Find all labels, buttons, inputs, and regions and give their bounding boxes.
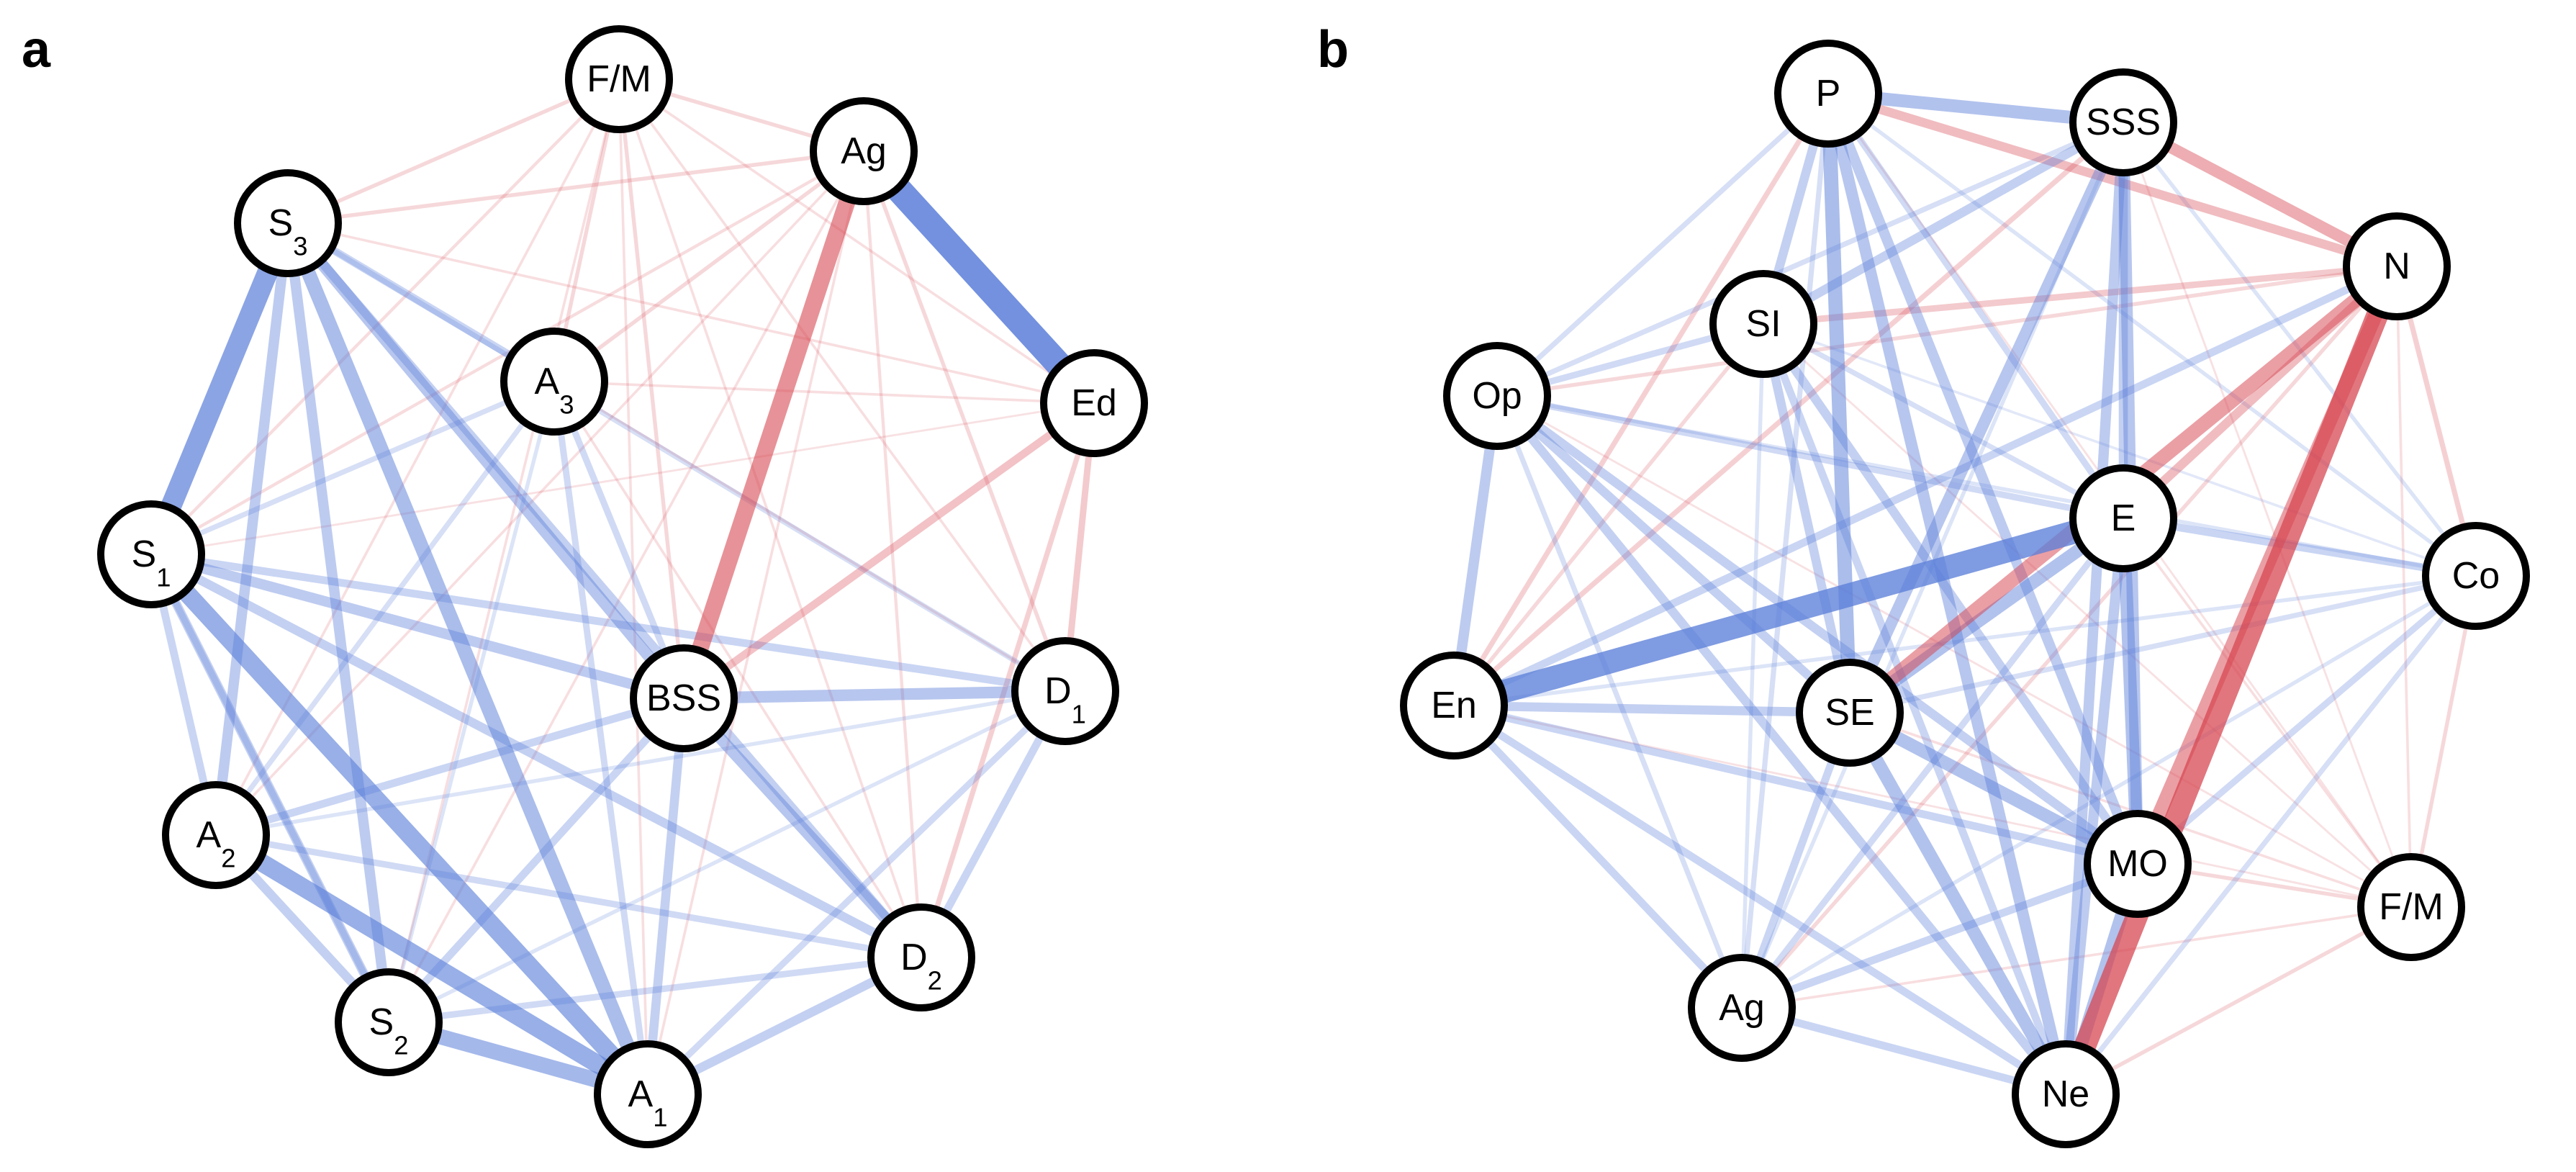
node-Ag: Ag: [1691, 957, 1792, 1058]
node-label: P: [1816, 73, 1841, 114]
node-A3: A3: [504, 331, 605, 432]
edge: [864, 151, 1065, 691]
edge: [1497, 396, 2123, 518]
node-MO: MO: [2087, 813, 2188, 914]
node-label: Ed: [1071, 382, 1117, 424]
node-label: Op: [1472, 375, 1522, 417]
edge: [151, 554, 389, 1022]
node-label: F/M: [587, 58, 651, 100]
node-Co: Co: [2426, 526, 2526, 626]
node-SI: SI: [1713, 274, 1814, 374]
node-label: MO: [2107, 843, 2168, 885]
node-label: SE: [1825, 692, 1874, 734]
node-Ne: Ne: [2015, 1044, 2116, 1145]
node-Ed: Ed: [1044, 353, 1144, 454]
node-SE: SE: [1799, 662, 1900, 763]
edges: [1454, 94, 2476, 1094]
node-D2: D2: [871, 907, 972, 1008]
node-N: N: [2346, 216, 2447, 317]
node-A2: A2: [166, 785, 266, 885]
node-label: Ag: [841, 130, 887, 172]
figure-root: a F/M Ag S3 A3 Ed S1 BSS D1 A2 D2 S2 A1 b P SSS SI N Op…: [0, 0, 2576, 1172]
node-label: Ag: [1719, 987, 1765, 1029]
node-BSS: BSS: [633, 648, 734, 749]
node-En: En: [1404, 655, 1504, 756]
node-label: En: [1431, 685, 1477, 726]
node-S1: S1: [101, 504, 202, 605]
node-P: P: [1778, 43, 1879, 144]
panel-a-label: a: [22, 20, 50, 79]
node-label: SSS: [2086, 102, 2161, 143]
panel-a-network: F/M Ag S3 A3 Ed S1 BSS D1 A2 D2 S2 A1: [50, 0, 1238, 1172]
node-label: Co: [2452, 555, 2500, 597]
node-S2: S2: [338, 972, 439, 1073]
node-FM: F/M: [569, 29, 669, 130]
node-Ag: Ag: [813, 101, 914, 202]
node-label: N: [2383, 245, 2410, 287]
node-label: F/M: [2379, 886, 2444, 928]
edge: [2138, 576, 2476, 864]
node-Op: Op: [1447, 346, 1547, 446]
node-label: Ne: [2042, 1073, 2089, 1115]
node-E: E: [2073, 468, 2174, 569]
node-A1: A1: [597, 1044, 698, 1145]
edge: [648, 151, 864, 1094]
node-label: SI: [1745, 303, 1781, 345]
node-label: E: [2111, 497, 2136, 539]
node-S3: S3: [238, 173, 338, 274]
node-D1: D1: [1015, 641, 1116, 741]
edge: [1454, 706, 1850, 713]
edge: [554, 382, 921, 957]
node-SSS: SSS: [2073, 72, 2174, 173]
node-FM: F/M: [2361, 857, 2462, 957]
edge: [684, 151, 864, 698]
node-label: BSS: [646, 677, 721, 719]
panel-b-network: P SSS SI N Op E Co En SE MO F/M Ag Ne: [1353, 0, 2562, 1172]
edge: [2066, 266, 2397, 1094]
panel-b-label: b: [1317, 20, 1349, 79]
edge: [684, 691, 1065, 698]
